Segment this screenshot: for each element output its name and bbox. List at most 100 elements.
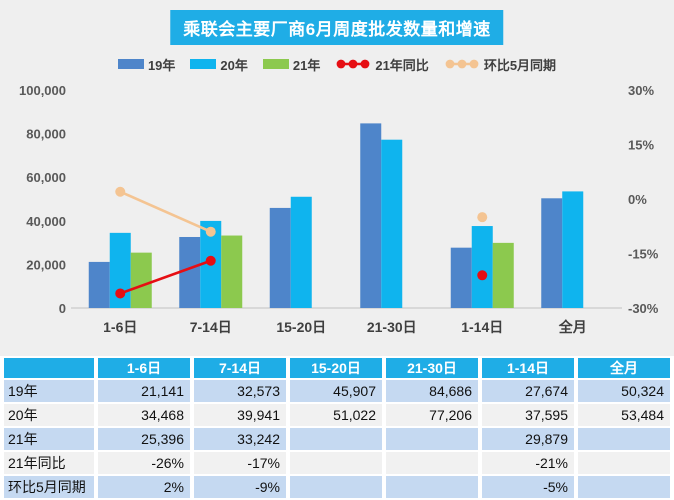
row-label: 19年 <box>4 380 94 402</box>
table-cell: 29,879 <box>482 428 574 450</box>
table-cell: 2% <box>98 476 190 498</box>
table-cell <box>578 476 670 498</box>
bar-s21 <box>492 242 514 308</box>
right-axis-tick-label: 30% <box>628 83 654 98</box>
legend-item-s21: 21年 <box>262 55 321 74</box>
table-cell: 39,941 <box>194 404 286 426</box>
legend-label-s20: 20年 <box>220 57 248 73</box>
table-header-cell: 全月 <box>578 358 670 378</box>
bar-s20 <box>381 139 403 308</box>
legend-item-mom: 环比5月同期 <box>444 55 556 74</box>
table-cell: 84,686 <box>386 380 478 402</box>
table-cell <box>386 452 478 474</box>
table-row: 20年 34,468 39,941 51,022 77,206 37,595 53,484 <box>4 404 670 426</box>
bar-s20 <box>290 196 312 308</box>
table-row: 环比5月同期 2% -9% -5% <box>4 476 670 498</box>
table-header-cell-empty <box>4 358 94 378</box>
table-header-cell: 1-6日 <box>98 358 190 378</box>
table-row: 21年同比 -26% -17% -21% <box>4 452 670 474</box>
data-point-mom <box>115 186 126 197</box>
left-axis-tick-label: 80,000 <box>26 127 66 142</box>
legend-item-s19: 19年 <box>117 55 176 74</box>
legend-swatch-s21 <box>262 59 289 69</box>
table-cell <box>386 428 478 450</box>
right-axis-tick-label: 0% <box>628 192 647 207</box>
trend-line-yoy <box>119 259 212 295</box>
left-axis-tick-label: 100,000 <box>19 83 66 98</box>
legend-label-s19: 19年 <box>147 57 176 73</box>
legend-label-yoy: 21年同比 <box>375 57 429 73</box>
chart-title: 乘联会主要厂商6月周度批发数量和增速 <box>170 10 504 45</box>
right-axis-tick-label: -15% <box>628 247 659 262</box>
table-header-cell: 1-14日 <box>482 358 574 378</box>
row-label: 21年同比 <box>4 452 94 474</box>
table-cell: 37,595 <box>482 404 574 426</box>
bar-s19 <box>450 247 472 308</box>
legend-line-marker-yoy <box>336 59 370 69</box>
data-table: 1-6日 7-14日 15-20日 21-30日 1-14日 全月 19年 21,141 32… <box>0 356 674 500</box>
table-header-cell: 15-20日 <box>290 358 382 378</box>
table-cell: -17% <box>194 452 286 474</box>
bar-s19 <box>541 198 563 308</box>
table-cell: 53,484 <box>578 404 670 426</box>
table-cell: -26% <box>98 452 190 474</box>
bar-s19 <box>269 207 291 308</box>
table-cell <box>578 452 670 474</box>
table-cell: 51,022 <box>290 404 382 426</box>
table-header-cell: 21-30日 <box>386 358 478 378</box>
category-label: 7-14日 <box>190 319 232 335</box>
category-label: 1-14日 <box>461 319 503 335</box>
table-cell: 32,573 <box>194 380 286 402</box>
table-cell: 25,396 <box>98 428 190 450</box>
bar-s21 <box>221 235 243 308</box>
row-label: 20年 <box>4 404 94 426</box>
data-point-yoy <box>205 255 216 266</box>
table-cell <box>290 428 382 450</box>
table-cell <box>578 428 670 450</box>
table-cell: -5% <box>482 476 574 498</box>
legend-swatch-s20 <box>190 59 217 69</box>
table-cell: 34,468 <box>98 404 190 426</box>
table-header-cell: 7-14日 <box>194 358 286 378</box>
left-axis-tick-label: 60,000 <box>26 170 66 185</box>
trend-line-mom <box>119 190 212 233</box>
table-row: 19年 21,141 32,573 45,907 84,686 27,674 50,324 <box>4 380 670 402</box>
bar-s19 <box>88 261 110 308</box>
bar-s20 <box>109 232 131 308</box>
left-axis-tick-label: 0 <box>59 301 66 316</box>
legend-item-yoy: 21年同比 <box>335 55 429 74</box>
table-cell: 27,674 <box>482 380 574 402</box>
row-label: 环比5月同期 <box>4 476 94 498</box>
category-label: 15-20日 <box>276 319 326 335</box>
bar-s19 <box>179 236 201 308</box>
legend-line-marker-mom <box>445 59 479 69</box>
left-axis-tick-label: 40,000 <box>26 214 66 229</box>
table-cell: -9% <box>194 476 286 498</box>
right-axis-tick-label: -30% <box>628 301 659 316</box>
data-point-mom <box>477 212 488 223</box>
table-cell: 21,141 <box>98 380 190 402</box>
table-cell <box>290 476 382 498</box>
chart-canvas: 0 20,000 40,000 60,000 80,000 100,000 -30% -15%… <box>19 83 659 335</box>
table-cell: -21% <box>482 452 574 474</box>
table-cell: 33,242 <box>194 428 286 450</box>
table-header-row: 1-6日 7-14日 15-20日 21-30日 1-14日 全月 <box>4 358 670 378</box>
legend-label-mom: 环比5月同期 <box>483 57 557 73</box>
data-point-yoy <box>115 288 126 299</box>
left-axis-tick-label: 20,000 <box>26 257 66 272</box>
legend-label-s21: 21年 <box>292 57 321 73</box>
table-panel: 1-6日 7-14日 15-20日 21-30日 1-14日 全月 19年 21,141 32… <box>0 356 674 500</box>
table-cell: 50,324 <box>578 380 670 402</box>
table-cell: 45,907 <box>290 380 382 402</box>
bar-s19 <box>360 123 382 308</box>
table-row: 21年 25,396 33,242 29,879 <box>4 428 670 450</box>
data-point-yoy <box>477 270 488 281</box>
category-label: 21-30日 <box>367 319 417 335</box>
right-axis-tick-label: 15% <box>628 138 654 153</box>
bar-s20 <box>471 226 493 308</box>
table-cell: 77,206 <box>386 404 478 426</box>
chart-legend: 19年 20年 21年 21年同比 环比5月同期 <box>0 55 674 73</box>
bar-s20 <box>562 191 584 308</box>
table-cell <box>386 476 478 498</box>
